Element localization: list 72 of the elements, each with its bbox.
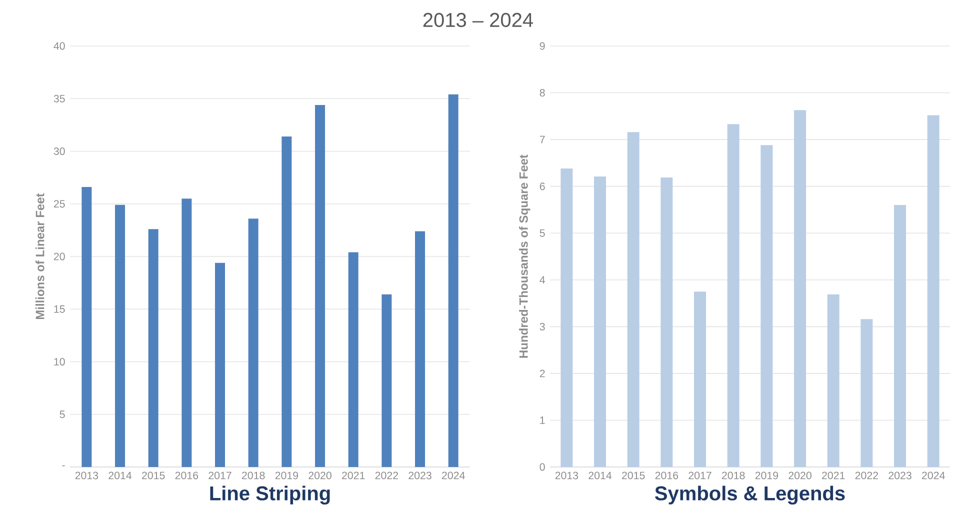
x-tick-label: 2014 bbox=[588, 472, 612, 480]
bar bbox=[182, 198, 192, 467]
x-tick-label: 2016 bbox=[175, 472, 198, 480]
y-tick-label: 8 bbox=[540, 89, 545, 97]
y-tick-label: 4 bbox=[540, 276, 545, 284]
x-axis-title: Line Striping bbox=[210, 486, 330, 504]
x-tick-label: 2017 bbox=[208, 472, 232, 480]
bar bbox=[415, 231, 426, 467]
bar bbox=[760, 145, 773, 467]
x-tick-label: 2020 bbox=[308, 472, 332, 480]
bar bbox=[148, 229, 158, 467]
x-tick-label: 2024 bbox=[442, 472, 465, 480]
bar bbox=[215, 262, 226, 467]
x-tick-label: 2015 bbox=[142, 472, 165, 480]
y-tick-label: 3 bbox=[540, 322, 545, 330]
x-tick-label: 2013 bbox=[75, 472, 98, 480]
x-tick-label: 2019 bbox=[275, 472, 298, 480]
x-tick-label: 2019 bbox=[755, 472, 778, 480]
y-tick-label: 35 bbox=[54, 94, 65, 102]
bar bbox=[382, 294, 392, 467]
x-axis-title: Symbols & Legends bbox=[655, 486, 845, 504]
bar bbox=[115, 204, 126, 467]
y-tick-label: - bbox=[62, 465, 65, 466]
bar bbox=[660, 177, 673, 467]
y-tick-label: 40 bbox=[54, 42, 65, 50]
y-axis-title: Hundred-Thousands of Square Feet bbox=[519, 154, 530, 358]
bar bbox=[794, 110, 806, 467]
x-tick-label: 2020 bbox=[788, 472, 812, 480]
bar bbox=[82, 187, 92, 467]
bar bbox=[927, 115, 940, 467]
y-tick-label: 15 bbox=[54, 305, 65, 313]
bar bbox=[627, 132, 640, 467]
x-tick-label: 2017 bbox=[688, 472, 712, 480]
y-tick-label: 9 bbox=[540, 42, 545, 50]
x-tick-label: 2018 bbox=[722, 472, 745, 480]
x-tick-label: 2013 bbox=[555, 472, 578, 480]
bar bbox=[694, 292, 706, 467]
y-tick-label: 10 bbox=[54, 358, 65, 366]
y-tick-label: 7 bbox=[540, 136, 545, 144]
y-tick-label: 30 bbox=[54, 147, 65, 156]
x-tick-label: 2024 bbox=[922, 472, 945, 480]
y-tick-label: 5 bbox=[60, 410, 65, 418]
y-tick-label: 6 bbox=[540, 182, 545, 190]
x-tick-label: 2015 bbox=[622, 472, 645, 480]
y-tick-label: 25 bbox=[54, 200, 65, 208]
y-tick-label: 1 bbox=[540, 416, 545, 424]
y-tick-label: 5 bbox=[540, 229, 545, 237]
bar bbox=[348, 252, 358, 467]
x-tick-label: 2023 bbox=[408, 472, 432, 480]
bar bbox=[594, 176, 606, 467]
x-tick-label: 2016 bbox=[655, 472, 678, 480]
y-axis-title: Millions of Linear Feet bbox=[35, 193, 44, 320]
bar bbox=[727, 124, 740, 467]
x-tick-label: 2023 bbox=[888, 472, 912, 480]
x-tick-label: 2014 bbox=[108, 472, 132, 480]
x-tick-label: 2022 bbox=[855, 472, 878, 480]
bar bbox=[560, 168, 573, 467]
chart-title: 2013 – 2024 bbox=[423, 12, 533, 28]
x-tick-label: 2018 bbox=[242, 472, 265, 480]
bar bbox=[282, 136, 292, 467]
bar bbox=[860, 319, 873, 467]
y-tick-label: 2 bbox=[540, 370, 545, 378]
y-tick-label: 0 bbox=[540, 463, 545, 471]
x-tick-label: 2021 bbox=[342, 472, 365, 480]
x-tick-label: 2022 bbox=[375, 472, 398, 480]
x-tick-label: 2021 bbox=[822, 472, 845, 480]
bar bbox=[827, 294, 840, 467]
bar bbox=[248, 218, 258, 467]
y-tick-label: 20 bbox=[54, 252, 65, 260]
bar bbox=[315, 104, 326, 467]
bar bbox=[894, 205, 906, 467]
bar bbox=[448, 94, 458, 467]
